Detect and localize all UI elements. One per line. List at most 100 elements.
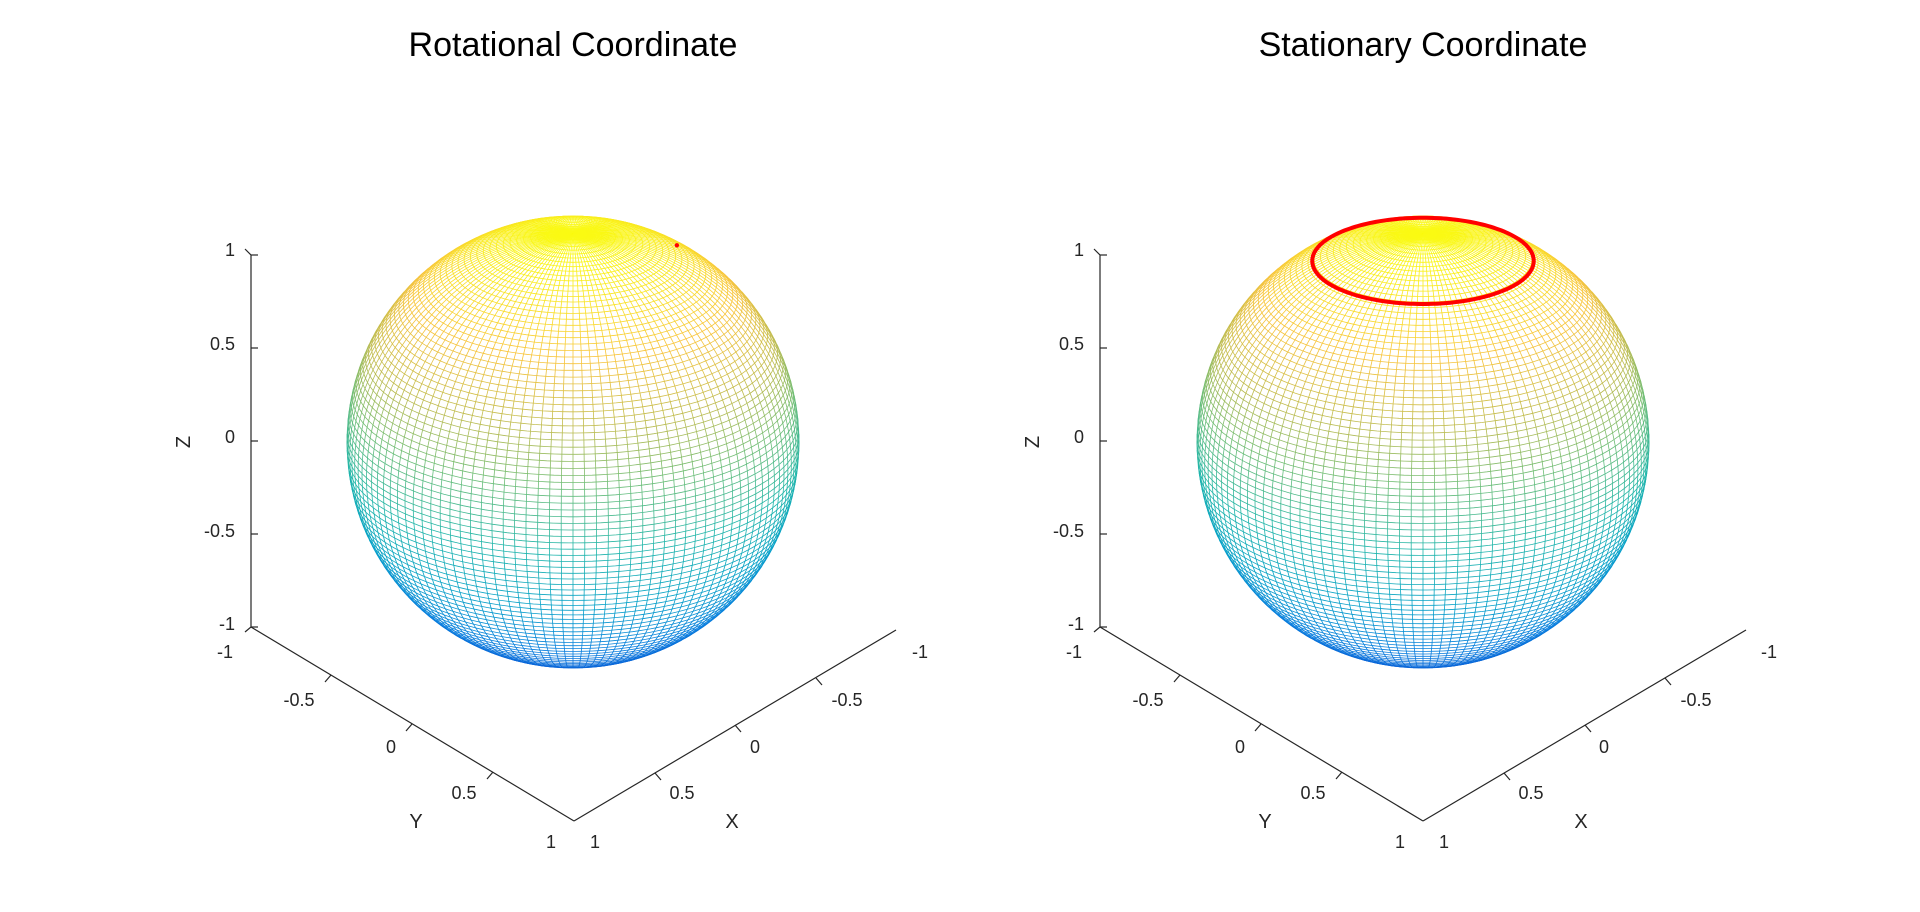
- longitude-segment: [582, 216, 585, 219]
- longitude-segment: [549, 229, 556, 231]
- longitude-segment: [638, 331, 642, 338]
- longitude-segment: [713, 483, 715, 491]
- longitude-segment: [481, 410, 484, 418]
- longitude-segment: [465, 298, 471, 305]
- longitude-segment: [375, 549, 379, 556]
- longitude-segment: [366, 526, 369, 533]
- longitude-segment: [495, 391, 498, 399]
- longitude-segment: [388, 568, 393, 574]
- longitude-segment: [559, 261, 562, 267]
- longitude-segment: [621, 625, 623, 630]
- longitude-segment: [529, 663, 533, 665]
- longitude-segment: [509, 225, 515, 227]
- longitude-segment: [563, 221, 566, 224]
- longitude-segment: [526, 260, 532, 265]
- longitude-segment: [452, 611, 456, 616]
- longitude-segment: [549, 220, 554, 222]
- longitude-segment: [520, 416, 523, 424]
- longitude-segment: [380, 551, 384, 558]
- longitude-segment: [711, 548, 714, 555]
- longitude-segment: [376, 428, 379, 436]
- longitude-segment: [574, 242, 577, 247]
- longitude-segment: [561, 218, 563, 221]
- longitude-segment: [448, 275, 455, 281]
- longitude-segment: [416, 548, 419, 555]
- longitude-segment: [619, 388, 622, 396]
- longitude-segment: [484, 326, 489, 334]
- longitude-segment: [501, 298, 506, 305]
- longitude-segment: [366, 361, 370, 368]
- longitude-segment: [506, 591, 509, 597]
- longitude-segment: [409, 386, 414, 394]
- longitude-segment: [472, 563, 474, 570]
- longitude-segment: [400, 413, 404, 421]
- longitude-segment: [453, 269, 460, 274]
- longitude-segment: [726, 553, 729, 560]
- longitude-segment: [459, 244, 466, 248]
- longitude-segment: [500, 343, 504, 351]
- longitude-segment: [730, 529, 732, 537]
- longitude-segment: [476, 586, 478, 592]
- longitude-segment: [590, 218, 593, 220]
- longitude-segment: [393, 564, 397, 571]
- longitude-segment: [418, 604, 423, 609]
- longitude-segment: [417, 334, 423, 341]
- longitude-segment: [699, 408, 703, 416]
- longitude-segment: [683, 549, 685, 556]
- longitude-segment: [462, 406, 466, 414]
- longitude-segment: [352, 434, 355, 441]
- longitude-segment: [500, 311, 505, 318]
- longitude-segment: [387, 389, 392, 397]
- longitude-segment: [724, 436, 727, 444]
- longitude-segment: [397, 426, 400, 434]
- longitude-segment: [666, 387, 669, 395]
- longitude-segment: [721, 467, 723, 475]
- longitude-segment: [543, 241, 550, 245]
- longitude-segment: [367, 503, 370, 510]
- longitude-segment: [592, 220, 597, 222]
- longitude-segment: [412, 290, 419, 296]
- longitude-segment: [530, 235, 538, 238]
- longitude-segment: [614, 270, 619, 276]
- longitude-segment: [672, 619, 676, 625]
- longitude-segment: [635, 300, 640, 307]
- longitude-segment: [593, 659, 596, 662]
- longitude-segment: [544, 234, 552, 236]
- longitude-segment: [400, 293, 406, 299]
- longitude-segment: [638, 450, 640, 458]
- longitude-segment: [388, 406, 392, 414]
- longitude-segment: [490, 412, 493, 420]
- longitude-segment: [387, 436, 390, 444]
- longitude-segment: [458, 263, 465, 268]
- longitude-segment: [422, 610, 428, 615]
- longitude-segment: [384, 564, 389, 571]
- longitude-segment: [570, 239, 572, 244]
- longitude-segment: [461, 296, 467, 303]
- longitude-segment: [474, 644, 480, 648]
- longitude-segment: [486, 232, 493, 236]
- longitude-segment: [509, 231, 516, 234]
- longitude-segment: [700, 385, 704, 393]
- longitude-segment: [489, 275, 496, 281]
- longitude-segment: [587, 248, 591, 253]
- longitude-segment: [698, 614, 703, 620]
- longitude-segment: [497, 651, 501, 655]
- longitude-segment: [698, 363, 703, 371]
- longitude-segment: [555, 248, 559, 253]
- longitude-segment: [403, 302, 409, 309]
- longitude-segment: [535, 375, 538, 383]
- longitude-segment: [612, 348, 615, 355]
- longitude-segment: [526, 653, 529, 656]
- longitude-segment: [543, 250, 549, 255]
- longitude-segment: [629, 225, 635, 228]
- longitude-segment: [539, 224, 545, 226]
- longitude-segment: [484, 232, 491, 236]
- longitude-segment: [581, 221, 585, 224]
- longitude-segment: [648, 584, 651, 590]
- longitude-segment: [408, 544, 411, 551]
- longitude-segment: [603, 221, 608, 223]
- longitude-segment: [689, 344, 694, 352]
- longitude-segment: [706, 435, 709, 443]
- longitude-segment: [349, 418, 352, 426]
- longitude-segment: [410, 595, 416, 601]
